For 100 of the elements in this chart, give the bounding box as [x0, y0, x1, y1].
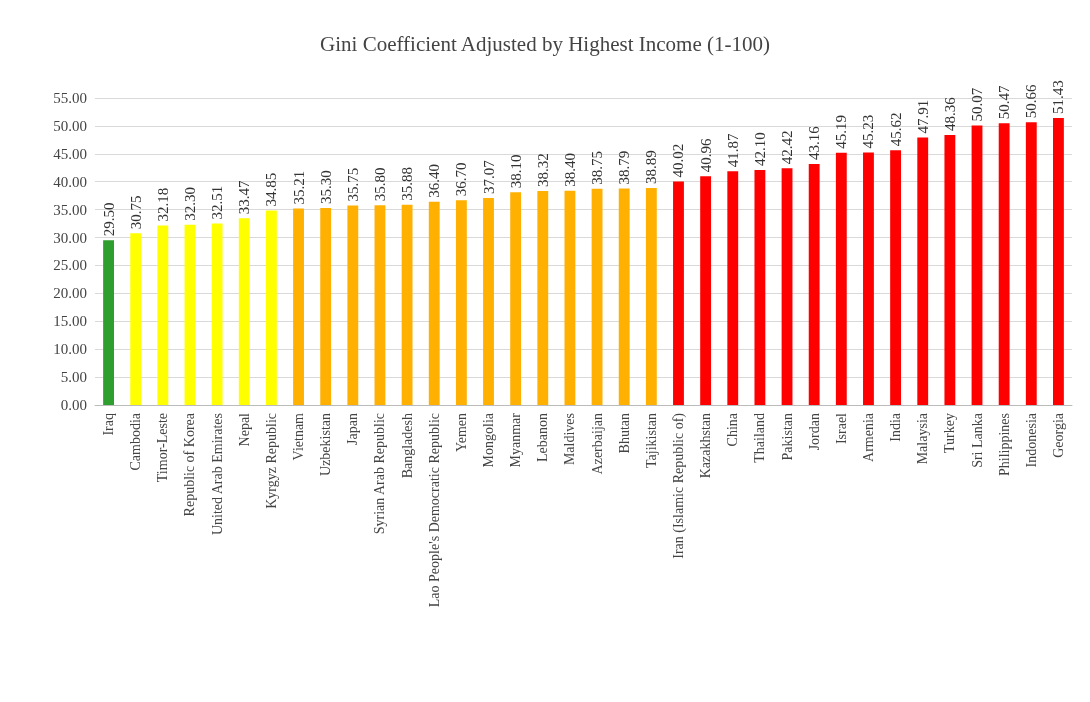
data-label: 50.07 — [969, 87, 986, 122]
x-tick-label: Azerbaijan — [589, 413, 605, 475]
x-tick-label: Lebanon — [535, 413, 551, 462]
bar — [754, 170, 766, 405]
data-label: 42.42 — [779, 130, 796, 165]
x-tick-label: Timor-Leste — [155, 413, 171, 483]
x-tick-label: Bangladesh — [399, 413, 415, 479]
data-label: 35.75 — [344, 167, 361, 202]
bar — [455, 200, 467, 405]
x-tick-label: China — [725, 412, 741, 447]
bar — [130, 233, 142, 405]
bar — [917, 137, 929, 405]
bar — [374, 205, 386, 405]
data-label: 35.88 — [399, 166, 416, 201]
x-tick-label: Myanmar — [508, 412, 524, 468]
x-tick-label: Kyrgyz Republic — [263, 413, 279, 509]
data-label: 45.23 — [860, 114, 877, 149]
bar — [265, 210, 277, 405]
x-tick-label: Kazakhstan — [698, 413, 714, 479]
y-tick-label: 25.00 — [53, 257, 87, 274]
y-tick-label: 50.00 — [53, 117, 87, 134]
data-label: 38.75 — [589, 150, 606, 185]
x-tick-label: Yemen — [453, 413, 469, 453]
data-label: 38.89 — [643, 150, 660, 184]
bar — [184, 224, 196, 405]
y-tick-label: 45.00 — [53, 145, 87, 162]
data-label: 34.85 — [263, 172, 280, 207]
y-tick-label: 20.00 — [53, 285, 87, 302]
x-tick-label: Iran (Islamic Republic of) — [670, 412, 687, 559]
data-label: 37.07 — [480, 159, 497, 195]
x-tick-label: Sri Lanka — [969, 412, 985, 468]
bar — [998, 123, 1010, 405]
data-label: 43.16 — [806, 125, 823, 161]
bar — [618, 188, 630, 405]
y-tick-label: 10.00 — [53, 341, 87, 358]
data-label: 33.47 — [236, 179, 253, 215]
bar — [863, 152, 874, 405]
x-tick-label: Syrian Arab Republic — [372, 413, 388, 535]
bar — [727, 171, 739, 405]
x-tick-label: Iraq — [101, 413, 117, 436]
data-label: 38.40 — [561, 152, 578, 187]
x-tick-label: Turkey — [942, 413, 958, 453]
bar — [890, 150, 902, 405]
data-label: 50.47 — [996, 85, 1013, 120]
y-tick-label: 5.00 — [60, 369, 87, 386]
bar — [564, 190, 576, 405]
x-tick-label: Armenia — [860, 412, 876, 462]
data-label: 29.50 — [100, 202, 117, 237]
x-tick-label: Israel — [833, 412, 849, 445]
x-tick-label: Uzbekistan — [318, 413, 334, 476]
data-label: 42.10 — [751, 132, 768, 167]
x-tick-label: United Arab Emirates — [209, 413, 225, 536]
data-label: 32.30 — [181, 186, 198, 221]
data-label: 45.19 — [833, 115, 850, 149]
x-tick-label: Japan — [345, 413, 361, 445]
bar — [781, 168, 793, 405]
bar — [537, 191, 549, 405]
bar — [401, 204, 413, 405]
bar — [835, 152, 847, 405]
data-label: 45.62 — [887, 112, 904, 147]
data-label: 32.51 — [209, 185, 226, 220]
y-tick-label: 40.00 — [53, 173, 87, 190]
x-tick-label: Indonesia — [1023, 412, 1039, 468]
x-tick-label: Mongolia — [481, 412, 497, 468]
y-tick-label: 15.00 — [53, 313, 87, 330]
x-tick-label: Thailand — [752, 413, 768, 463]
bar — [157, 225, 169, 405]
x-tick-label: Pakistan — [779, 413, 795, 461]
x-tick-label: Maldives — [562, 413, 578, 466]
bar — [428, 201, 440, 405]
bar — [808, 164, 820, 405]
x-tick-label: Tajikistan — [643, 413, 659, 469]
data-label: 35.21 — [290, 170, 307, 205]
chart-title: Gini Coefficient Adjusted by Highest Income (1-100) — [320, 31, 770, 56]
data-label: 30.75 — [127, 195, 144, 230]
x-tick-label: Malaysia — [915, 412, 931, 465]
bar — [645, 187, 657, 405]
bar — [971, 125, 983, 405]
data-label: 38.10 — [507, 154, 524, 189]
bar — [103, 240, 114, 405]
x-tick-label: India — [888, 412, 904, 442]
x-tick-label: Georgia — [1050, 412, 1066, 458]
bar — [1025, 122, 1037, 405]
bar — [347, 205, 359, 405]
data-label: 48.36 — [941, 96, 958, 132]
bar — [320, 207, 332, 405]
x-tick-label: Jordan — [806, 413, 822, 451]
data-label: 36.40 — [426, 164, 443, 198]
bar — [1053, 117, 1064, 405]
data-label: 41.87 — [724, 133, 741, 168]
data-label: 35.80 — [371, 167, 388, 202]
x-tick-label: Bhutan — [616, 413, 632, 454]
bar — [673, 181, 684, 405]
data-label: 40.02 — [670, 143, 687, 178]
data-label: 40.96 — [697, 138, 714, 173]
data-label: 50.66 — [1023, 83, 1040, 119]
data-label: 38.79 — [616, 150, 633, 185]
y-tick-label: 35.00 — [53, 201, 87, 218]
data-label: 36.70 — [453, 162, 470, 197]
x-tick-label: Vietnam — [291, 412, 307, 461]
